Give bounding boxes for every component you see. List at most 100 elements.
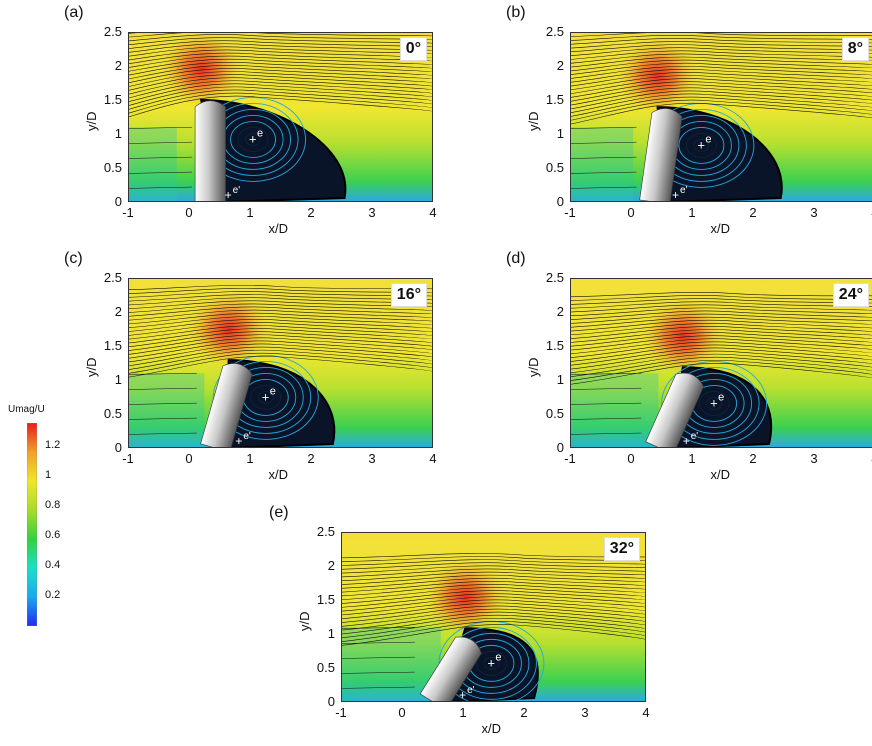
x-axis-label: x/D bbox=[269, 467, 289, 482]
upstream-region bbox=[570, 127, 633, 202]
tilt-angle-label: 32° bbox=[604, 537, 640, 561]
colorbar-tick-label: 0.8 bbox=[45, 499, 60, 511]
y-tick-label: 2 bbox=[309, 558, 335, 573]
colorbar-title: Umag/U bbox=[8, 404, 45, 415]
y-tick-label: 0.5 bbox=[96, 160, 122, 175]
x-tick-label: 0 bbox=[177, 205, 201, 220]
panel-letter: (e) bbox=[269, 504, 289, 522]
x-tick-label: 2 bbox=[741, 451, 765, 466]
y-axis-label: y/D bbox=[84, 112, 99, 132]
panel-letter: (a) bbox=[64, 4, 84, 22]
cylinder-body bbox=[195, 101, 226, 202]
x-tick-label: 4 bbox=[863, 451, 872, 466]
flow-field: +e+e'8° bbox=[570, 32, 872, 202]
vortex-center-marker: + bbox=[487, 655, 495, 670]
secondary-vortex-label: e' bbox=[680, 185, 688, 196]
x-tick-label: 3 bbox=[573, 705, 597, 720]
x-tick-label: -1 bbox=[558, 451, 582, 466]
secondary-vortex-marker: + bbox=[672, 188, 679, 202]
panel-letter: (c) bbox=[64, 250, 83, 268]
y-tick-label: 2 bbox=[96, 304, 122, 319]
x-tick-label: -1 bbox=[558, 205, 582, 220]
y-axis-label: y/D bbox=[526, 358, 541, 378]
vortex-center-marker: + bbox=[710, 395, 718, 410]
primary-vortex-label: e bbox=[257, 127, 263, 139]
velocity-contour-plot: +e+e' bbox=[128, 32, 433, 202]
y-tick-label: 2.5 bbox=[538, 270, 564, 285]
x-tick-label: 4 bbox=[634, 705, 658, 720]
upstream-region bbox=[570, 373, 658, 448]
colorbar-tick-label: 0.4 bbox=[45, 559, 60, 571]
secondary-vortex-label: e' bbox=[243, 431, 251, 442]
secondary-vortex-label: e' bbox=[467, 685, 475, 696]
x-axis-label: x/D bbox=[711, 467, 731, 482]
upstream-region bbox=[128, 373, 204, 448]
x-tick-label: 4 bbox=[421, 205, 445, 220]
tilt-angle-label: 24° bbox=[833, 283, 869, 307]
secondary-vortex-label: e' bbox=[233, 185, 241, 196]
y-tick-label: 1 bbox=[538, 126, 564, 141]
flow-field: +e+e'16° bbox=[128, 278, 433, 448]
colorbar-tick-label: 0.6 bbox=[45, 529, 60, 541]
x-tick-label: 4 bbox=[421, 451, 445, 466]
x-tick-label: 0 bbox=[619, 451, 643, 466]
secondary-vortex-label: e' bbox=[691, 431, 699, 442]
x-tick-label: 1 bbox=[238, 205, 262, 220]
y-tick-label: 0.5 bbox=[538, 406, 564, 421]
y-tick-label: 1 bbox=[96, 372, 122, 387]
velocity-contour-plot: +e+e' bbox=[570, 278, 872, 448]
y-tick-label: 1 bbox=[96, 126, 122, 141]
x-axis-label: x/D bbox=[711, 221, 731, 236]
y-axis-label: y/D bbox=[526, 112, 541, 132]
colorbar-tick-label: 1.2 bbox=[45, 439, 60, 451]
x-axis-label: x/D bbox=[482, 721, 502, 736]
y-tick-label: 1.5 bbox=[96, 338, 122, 353]
y-tick-label: 0.5 bbox=[96, 406, 122, 421]
velocity-contour-plot: +e+e' bbox=[128, 278, 433, 448]
x-tick-label: 3 bbox=[360, 451, 384, 466]
tilt-angle-label: 0° bbox=[400, 37, 427, 61]
primary-vortex-label: e bbox=[495, 651, 501, 663]
x-tick-label: 1 bbox=[680, 205, 704, 220]
colorbar-tick-label: 1 bbox=[45, 469, 51, 481]
vortex-center-marker: + bbox=[697, 137, 705, 152]
y-tick-label: 2 bbox=[538, 304, 564, 319]
flow-field: +e+e'0° bbox=[128, 32, 433, 202]
y-tick-label: 1.5 bbox=[538, 338, 564, 353]
x-axis-label: x/D bbox=[269, 221, 289, 236]
velocity-contour-plot: +e+e' bbox=[570, 32, 872, 202]
vortex-center-marker: + bbox=[262, 389, 270, 404]
colorbar-tick-label: 0.2 bbox=[45, 589, 60, 601]
panel-letter: (b) bbox=[506, 4, 526, 22]
x-tick-label: 0 bbox=[390, 705, 414, 720]
x-tick-label: 1 bbox=[680, 451, 704, 466]
x-tick-label: 0 bbox=[619, 205, 643, 220]
y-tick-label: 2.5 bbox=[538, 24, 564, 39]
vortex-center-marker: + bbox=[249, 131, 257, 146]
primary-vortex-label: e bbox=[718, 391, 724, 403]
y-tick-label: 2 bbox=[538, 58, 564, 73]
x-tick-label: -1 bbox=[116, 451, 140, 466]
panel-letter: (d) bbox=[506, 250, 526, 268]
x-tick-label: 2 bbox=[741, 205, 765, 220]
y-tick-label: 0.5 bbox=[309, 660, 335, 675]
y-tick-label: 2.5 bbox=[96, 270, 122, 285]
x-tick-label: 0 bbox=[177, 451, 201, 466]
y-tick-label: 1.5 bbox=[309, 592, 335, 607]
colorbar bbox=[27, 423, 37, 626]
secondary-vortex-marker: + bbox=[235, 434, 242, 448]
y-tick-label: 1.5 bbox=[538, 92, 564, 107]
y-tick-label: 0.5 bbox=[538, 160, 564, 175]
x-tick-label: 1 bbox=[238, 451, 262, 466]
x-tick-label: 2 bbox=[299, 205, 323, 220]
upstream-region bbox=[128, 127, 177, 202]
x-tick-label: -1 bbox=[329, 705, 353, 720]
secondary-vortex-marker: + bbox=[459, 688, 466, 702]
flow-field: +e+e'24° bbox=[570, 278, 872, 448]
x-tick-label: 3 bbox=[802, 451, 826, 466]
